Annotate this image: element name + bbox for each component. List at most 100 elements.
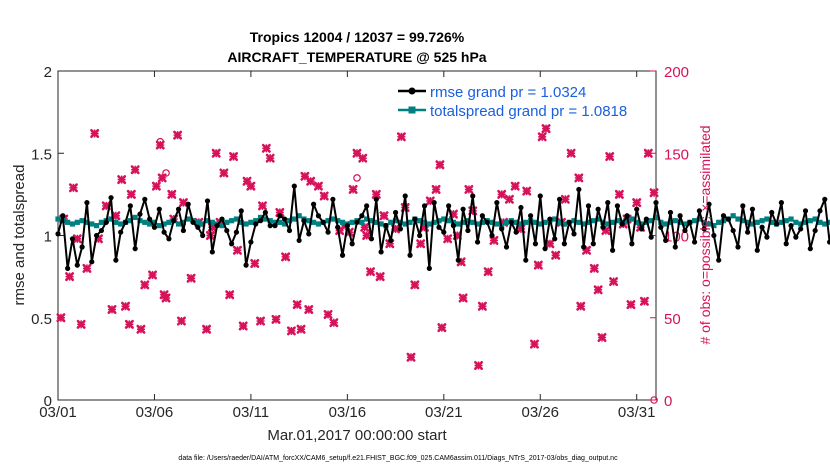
rmse-point: [687, 219, 693, 225]
obs-assimilated-marker: [614, 189, 624, 199]
rmse-point: [716, 257, 722, 263]
rmse-point: [127, 203, 133, 209]
obs-assimilated-marker: [366, 267, 376, 277]
totalspread-point: [243, 221, 249, 227]
totalspread-point: [561, 221, 567, 227]
totalspread-point: [65, 219, 71, 225]
totalspread-point: [118, 221, 124, 227]
totalspread-point: [151, 219, 158, 225]
rmse-point: [142, 196, 148, 202]
left-tick-label: 2: [44, 64, 52, 81]
totalspread-point: [682, 221, 688, 227]
totalspread-point: [373, 219, 379, 225]
totalspread-point: [793, 219, 799, 225]
totalspread-point: [402, 221, 408, 227]
rmse-point: [407, 252, 413, 258]
rmse-point: [474, 239, 481, 245]
totalspread-point: [769, 219, 775, 225]
rmse-point: [754, 247, 760, 253]
rmse-point: [566, 219, 572, 225]
totalspread-point: [229, 218, 235, 224]
rmse-point: [725, 216, 731, 222]
rmse-series: [55, 183, 830, 271]
rmse-point: [436, 224, 442, 230]
obs-assimilated-marker: [504, 194, 514, 204]
obs-assimilated-marker: [56, 313, 66, 323]
obs-assimilated-marker: [140, 280, 150, 290]
rmse-point: [339, 252, 346, 258]
rmse-point: [455, 257, 461, 263]
x-tick-label: 03/01: [39, 404, 77, 421]
left-tick-label: 0.5: [31, 311, 52, 328]
obs-assimilated-marker: [489, 235, 499, 245]
rmse-point: [542, 246, 548, 252]
obs-assimilated-marker: [281, 252, 291, 262]
rmse-point: [132, 246, 138, 252]
totalspread-point: [392, 218, 399, 224]
rmse-point: [108, 195, 114, 201]
right-tick-label: 50: [664, 311, 681, 328]
right-tick-label: 0: [664, 393, 672, 410]
totalspread-point: [648, 218, 654, 224]
rmse-point: [229, 241, 235, 247]
obs-assimilated-marker: [358, 153, 368, 163]
rmse-point: [161, 229, 167, 235]
totalspread-point: [740, 218, 746, 224]
rmse-point: [619, 221, 625, 227]
x-tick-label: 03/21: [425, 404, 463, 421]
totalspread-point: [84, 219, 90, 225]
totalspread-point: [436, 218, 442, 224]
totalspread-point: [798, 221, 804, 227]
rmse-point: [663, 237, 669, 244]
obs-assimilated-marker: [124, 319, 134, 329]
totalspread-point: [262, 216, 268, 222]
totalspread-point: [368, 218, 375, 224]
rmse-point: [508, 219, 514, 225]
rmse-point: [556, 196, 563, 202]
totalspread-point: [494, 221, 500, 227]
obs-assimilated-marker: [121, 301, 131, 311]
rmse-point: [773, 221, 780, 227]
obs-assimilated-marker: [639, 296, 649, 306]
totalspread-point: [200, 221, 206, 227]
totalspread-point: [653, 214, 659, 221]
obs-assimilated-marker: [510, 181, 520, 191]
rmse-point: [195, 224, 201, 230]
obs-assimilated-marker: [396, 132, 406, 142]
rmse-point: [248, 239, 254, 245]
rmse-point: [98, 227, 105, 234]
totalspread-point: [175, 221, 182, 227]
rmse-point: [335, 224, 341, 230]
obs-assimilated-marker: [464, 184, 474, 194]
obs-assimilated-marker: [229, 152, 239, 162]
rmse-point: [262, 209, 268, 216]
left-axis-label: rmse and totalspread: [11, 165, 28, 306]
rmse-point: [460, 206, 466, 212]
totalspread-point: [759, 218, 765, 224]
rmse-point: [373, 196, 379, 202]
rmse-point: [296, 237, 302, 244]
left-tick-label: 0: [44, 393, 52, 410]
obs-assimilated-marker: [545, 239, 555, 249]
totalspread-point: [778, 219, 784, 225]
rmse-point: [257, 218, 264, 224]
obs-assimilated-marker: [483, 267, 493, 277]
totalspread-point: [696, 216, 703, 222]
rmse-point: [412, 216, 418, 222]
totalspread-point: [518, 221, 524, 227]
rmse-point: [783, 241, 789, 247]
rmse-point: [306, 231, 312, 237]
obs-assimilated-marker: [371, 189, 381, 199]
obs-assimilated-marker: [323, 309, 333, 319]
right-axis-label: # of obs: o=possible; ×=assimilated: [697, 125, 713, 344]
obs-assimilated-marker: [202, 324, 212, 334]
obs-assimilated-marker: [537, 132, 547, 142]
totalspread-point: [609, 219, 616, 225]
totalspread-point: [663, 221, 669, 227]
rmse-point: [672, 244, 678, 250]
rmse-point: [320, 219, 326, 225]
totalspread-point: [716, 219, 722, 225]
rmse-point: [711, 232, 717, 239]
obs-assimilated-marker: [90, 129, 100, 139]
rmse-point: [397, 226, 404, 232]
